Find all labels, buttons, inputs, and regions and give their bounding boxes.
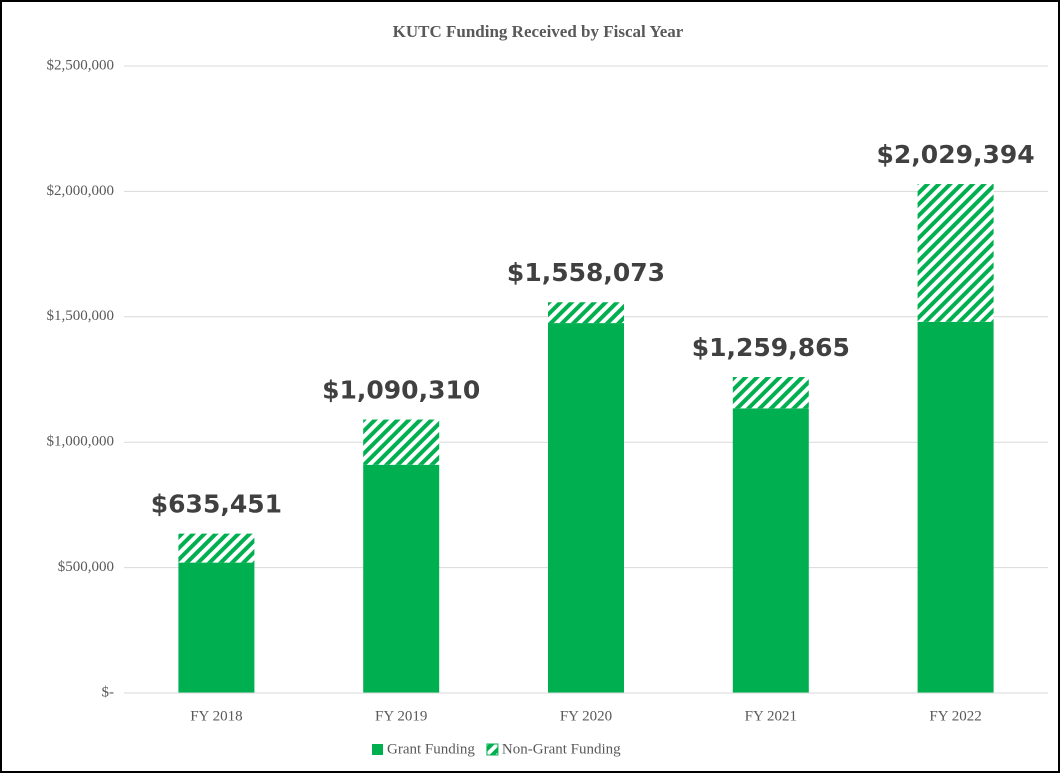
total-label: $1,259,865 xyxy=(692,333,850,362)
x-tick-label: FY 2018 xyxy=(190,708,242,724)
y-tick-label: $- xyxy=(102,684,115,700)
bar-segment xyxy=(917,184,994,322)
y-tick-label: $2,500,000 xyxy=(47,57,115,73)
total-label: $635,451 xyxy=(151,490,282,519)
legend-label: Non-Grant Funding xyxy=(502,741,621,757)
x-tick-label: FY 2019 xyxy=(375,708,427,724)
x-tick-label: FY 2021 xyxy=(745,708,797,724)
total-label: $1,558,073 xyxy=(507,258,665,287)
bar-segment xyxy=(732,377,809,409)
y-tick-label: $2,000,000 xyxy=(47,183,115,199)
total-label: $2,029,394 xyxy=(877,140,1035,169)
bar-segment xyxy=(917,321,994,693)
total-label: $1,090,310 xyxy=(322,376,480,405)
bar-segment xyxy=(548,302,624,324)
chart-title: KUTC Funding Received by Fiscal Year xyxy=(393,22,684,41)
x-tick-label: FY 2020 xyxy=(560,708,612,724)
x-tick-label: FY 2022 xyxy=(929,708,981,724)
y-tick-label: $1,000,000 xyxy=(47,434,115,450)
legend-swatch xyxy=(486,743,499,756)
bar-segment xyxy=(363,419,440,465)
legend-label: Grant Funding xyxy=(387,741,475,757)
bar-segment xyxy=(178,533,255,563)
y-tick-label: $500,000 xyxy=(58,559,114,575)
legend-swatch xyxy=(372,744,383,755)
bar-segment xyxy=(548,323,624,693)
bar-segment xyxy=(732,408,809,693)
y-tick-label: $1,500,000 xyxy=(47,308,115,324)
bar-segment xyxy=(178,562,255,693)
bar-segment xyxy=(363,464,440,693)
